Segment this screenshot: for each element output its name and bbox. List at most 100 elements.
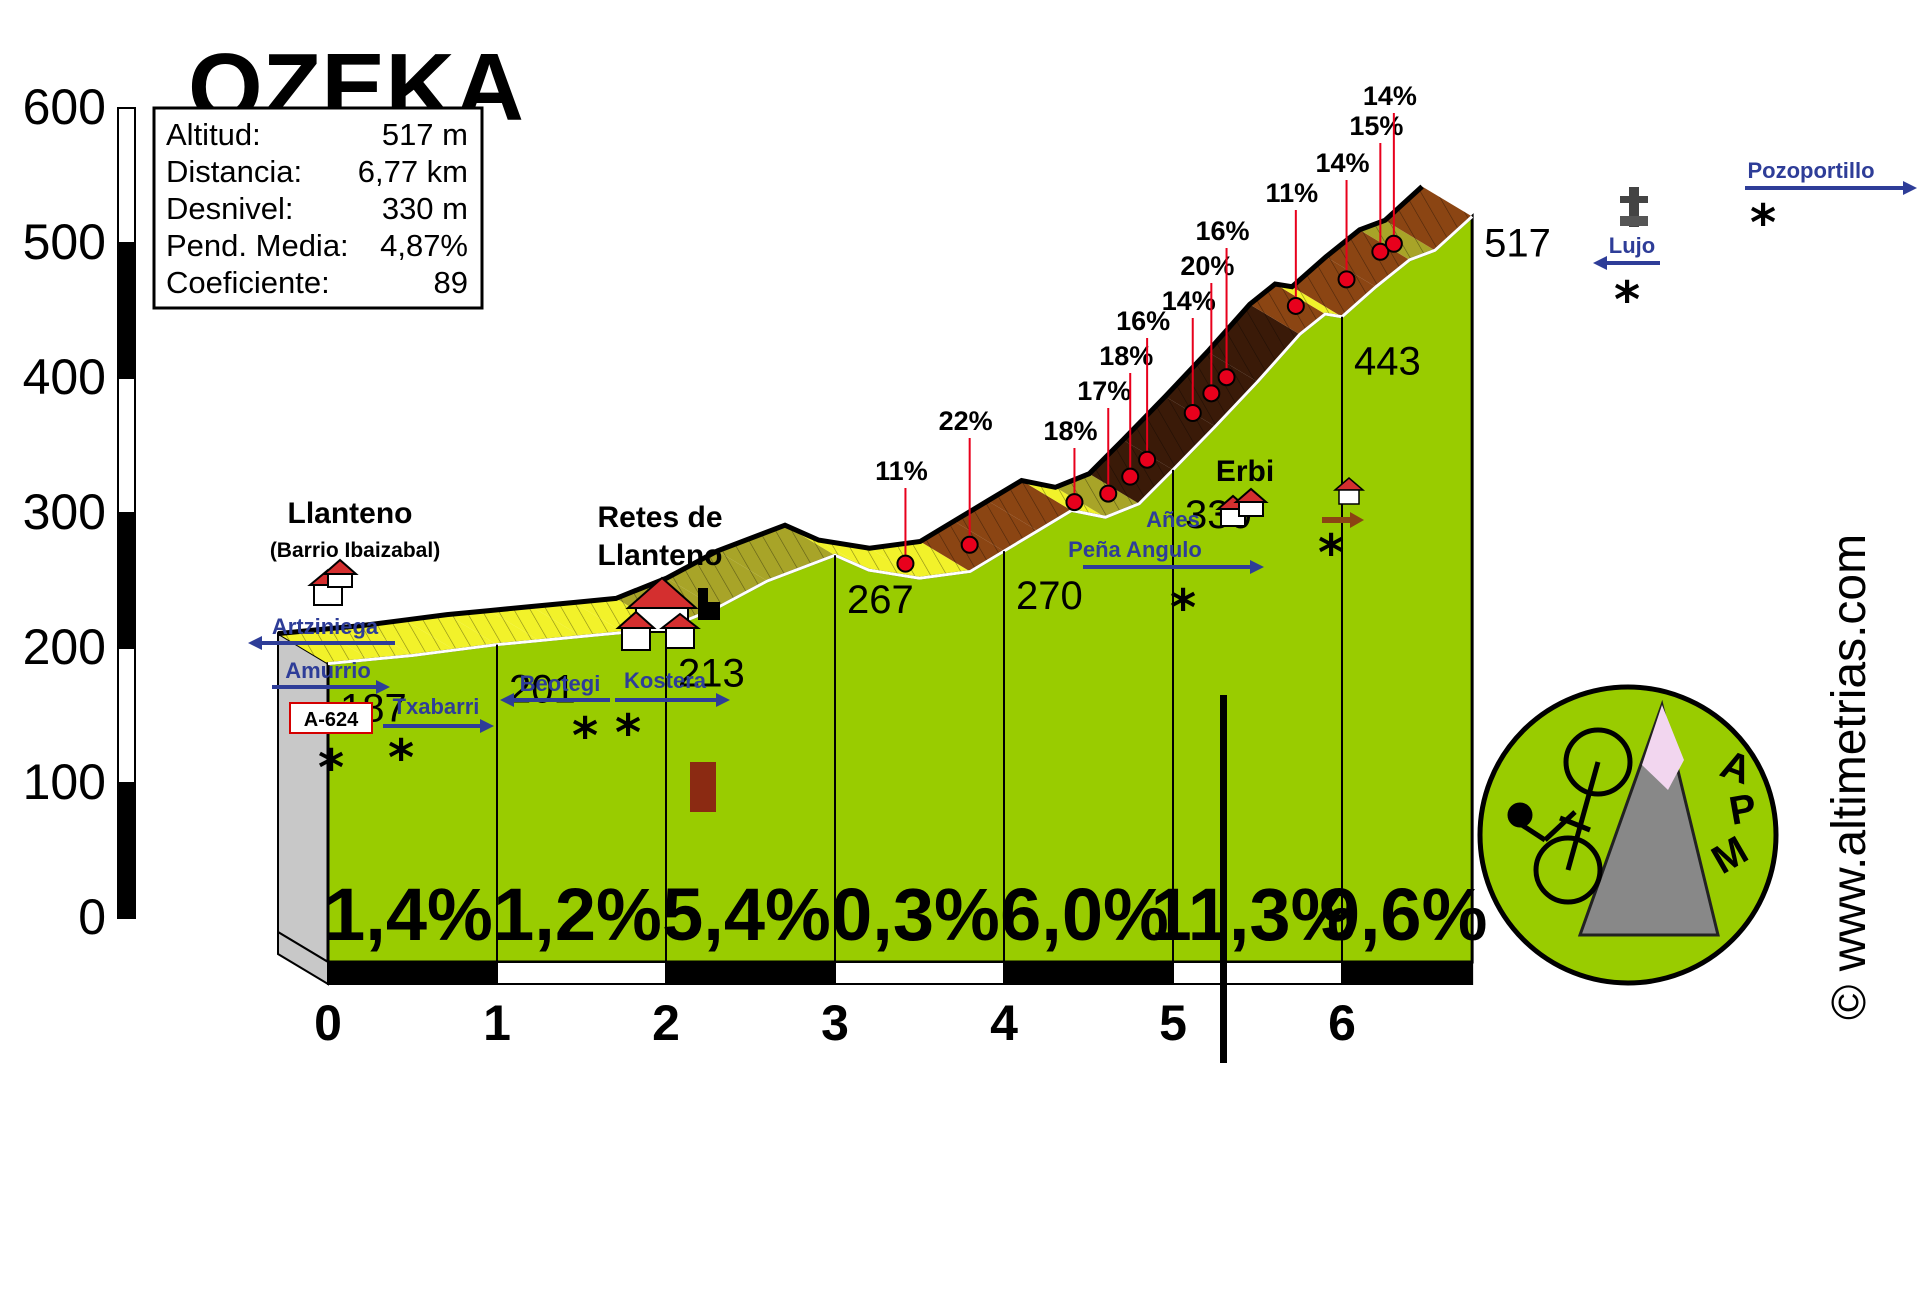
star-marker: * bbox=[388, 729, 414, 787]
profile-face-hatch bbox=[362, 620, 455, 656]
place-retes-sub: Llanteno bbox=[598, 539, 723, 572]
profile-face-hatch bbox=[531, 602, 624, 637]
ramp-dot bbox=[896, 554, 915, 573]
apm-logo: A P M bbox=[1477, 684, 1779, 986]
x-axis: 0 1 2 3 4 5 6 bbox=[314, 995, 1356, 1051]
place-llanteno: Llanteno bbox=[288, 497, 413, 530]
road-beotegi: Beotegi bbox=[500, 671, 610, 707]
profile-face-hatch bbox=[1249, 284, 1326, 335]
x-tick-label: 5 bbox=[1159, 995, 1187, 1051]
profile-face-hatch bbox=[1055, 473, 1140, 518]
x-tick-label: 4 bbox=[990, 995, 1018, 1051]
ramp-percent: 14% bbox=[1363, 81, 1417, 111]
annotations: Llanteno (Barrio Ibaizabal) Retes de Lla… bbox=[248, 158, 1917, 1063]
profile-face-hatch bbox=[404, 614, 497, 651]
segment-gradient: 11,3% bbox=[1151, 873, 1357, 956]
km-band bbox=[277, 930, 1474, 986]
profile-face-hatch bbox=[1292, 256, 1376, 317]
scale-block bbox=[117, 242, 136, 379]
km-band-block bbox=[1003, 961, 1174, 985]
house-icon bbox=[1215, 487, 1269, 527]
scale-block bbox=[117, 512, 136, 649]
segment-gradient: 9,6% bbox=[1319, 873, 1488, 956]
ramp-dot bbox=[1183, 403, 1202, 422]
road-kostera: Kostera bbox=[615, 668, 730, 707]
profile-face-hatch bbox=[1275, 284, 1342, 317]
road-pozoportillo: Pozoportillo bbox=[1745, 158, 1917, 195]
stat-value: 330 m bbox=[382, 191, 468, 226]
y-tick-label: 200 bbox=[23, 619, 106, 675]
km-band-block bbox=[1341, 961, 1474, 985]
house-icon bbox=[307, 558, 359, 606]
svg-text:Amurrio: Amurrio bbox=[285, 658, 371, 683]
y-tick-label: 500 bbox=[23, 214, 106, 270]
profile-face-hatch bbox=[489, 606, 582, 641]
profile-face-hatch bbox=[954, 500, 1038, 552]
ramp-dot bbox=[1217, 368, 1236, 387]
road-code-a624: A-624 bbox=[289, 702, 373, 734]
stat-label: Altitud: bbox=[166, 117, 261, 152]
profile-face-hatch bbox=[1021, 480, 1106, 518]
svg-text:Peña Angulo: Peña Angulo bbox=[1068, 537, 1202, 562]
profile-face-hatch bbox=[278, 629, 371, 664]
ramp-percent: 14% bbox=[1316, 148, 1370, 178]
elevation-label: 213 bbox=[678, 651, 745, 695]
star-marker: * bbox=[1750, 194, 1776, 252]
profile-face-hatch bbox=[818, 540, 920, 579]
km-band-block bbox=[834, 961, 1005, 985]
stat-value: 4,87% bbox=[380, 228, 468, 263]
stat-label: Pend. Media: bbox=[166, 228, 349, 263]
elevation-label: 267 bbox=[847, 578, 914, 622]
y-axis: 0 100 200 300 400 500 600 bbox=[23, 79, 136, 945]
ramp-percent: 18% bbox=[1043, 416, 1097, 446]
km-band-block bbox=[1172, 961, 1343, 985]
ramp-dot bbox=[1337, 270, 1356, 289]
bridge-icon bbox=[690, 762, 716, 812]
scale-block bbox=[117, 647, 136, 784]
km-band-block bbox=[665, 961, 836, 985]
stat-value: 6,77 km bbox=[358, 154, 468, 189]
ramp-percent: 11% bbox=[875, 456, 928, 486]
star-marker: * bbox=[1318, 524, 1344, 582]
segment-gradient: 5,4% bbox=[662, 873, 831, 956]
credit-text: © www.altimetrias.com bbox=[1823, 534, 1876, 1020]
mountain-icon bbox=[1577, 699, 1720, 937]
cross-icon bbox=[1620, 187, 1648, 227]
place-llanteno-sub: (Barrio Ibaizabal) bbox=[270, 539, 440, 562]
ramp-dot bbox=[1065, 493, 1084, 512]
stats-box: Altitud: 517 m Distancia: 6,77 km Desnivel: 3… bbox=[152, 106, 484, 310]
ramp-percent: 16% bbox=[1116, 306, 1170, 336]
star-marker: * bbox=[1614, 271, 1640, 329]
svg-text:Lujo: Lujo bbox=[1609, 233, 1655, 258]
y-tick-label: 100 bbox=[23, 754, 106, 810]
elevation-label: 443 bbox=[1354, 340, 1421, 384]
svg-text:Txabarri: Txabarri bbox=[393, 694, 480, 719]
ramp-dot bbox=[1371, 242, 1390, 261]
ramp-dot bbox=[1099, 484, 1118, 503]
road-artziniega: Artziniega bbox=[248, 614, 395, 650]
svg-text:Añes: Añes bbox=[1146, 507, 1200, 532]
road-pena-angulo: Peña Angulo bbox=[1068, 537, 1264, 574]
profile-face-hatch bbox=[987, 480, 1072, 531]
elevation-label: 517 bbox=[1484, 221, 1551, 265]
cyclist-icon bbox=[1507, 727, 1633, 905]
km-band-block bbox=[496, 961, 667, 985]
star-marker: * bbox=[318, 739, 344, 797]
profile-ridge bbox=[277, 184, 1424, 637]
ramp-percent: 14% bbox=[1162, 286, 1216, 316]
y-tick-label: 0 bbox=[78, 889, 106, 945]
profile-face-hatch bbox=[447, 610, 540, 645]
ramp-percent: 11% bbox=[1266, 178, 1319, 208]
elevation-label: 270 bbox=[1016, 574, 1083, 618]
svg-text:Pozoportillo: Pozoportillo bbox=[1747, 158, 1874, 183]
elevation-label: 201 bbox=[509, 668, 576, 712]
ramp-markers: 11%22% 18%17%18%16%14%20%16%11%14%15%14% bbox=[875, 81, 1417, 573]
segment-gradient: 1,2% bbox=[493, 873, 662, 956]
ramp-dot bbox=[1121, 467, 1140, 486]
svg-text:A-624: A-624 bbox=[304, 709, 359, 731]
star-marker: * bbox=[1170, 579, 1196, 637]
segment-gradient: 6,0% bbox=[1000, 873, 1169, 956]
ramp-dot bbox=[1286, 296, 1305, 315]
segment-gradient: 1,4% bbox=[324, 873, 493, 956]
